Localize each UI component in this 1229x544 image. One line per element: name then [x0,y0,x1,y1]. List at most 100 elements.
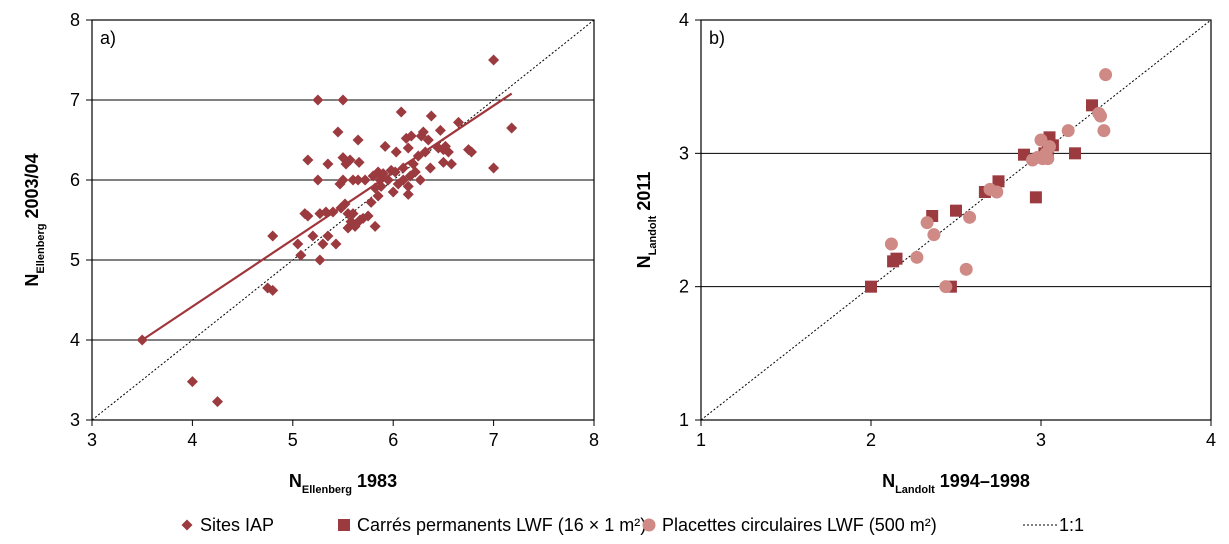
data-point [295,249,307,261]
y-axis-label: NLandolt 2011 [634,172,659,269]
data-point [387,186,399,198]
y-tick-label: 3 [70,410,80,430]
data-point [884,237,898,251]
data-point [186,376,198,388]
data-point [1069,147,1081,160]
data-point [327,206,339,218]
data-point [337,174,349,186]
y-tick-label: 2 [679,277,689,297]
data-point [382,174,394,186]
data-point [414,174,426,186]
data-point [337,94,349,106]
data-point [322,158,334,170]
data-point [389,166,401,178]
data-point [322,230,334,242]
identity-line [91,19,595,421]
data-point [302,210,314,222]
data-point [395,106,407,118]
legend-label: Placettes circulaires LWF (500 m²) [662,515,937,535]
plot-frame [91,19,595,421]
data-point [365,196,377,208]
y-tick-label: 6 [70,170,80,190]
data-point [417,126,429,138]
legend: Sites IAP Carrés permanents LWF (16 × 1 m… [181,515,1084,535]
data-point [419,146,431,158]
data-point [375,180,387,192]
x-tick-label: 6 [388,430,398,450]
y-tick-label: 4 [70,330,80,350]
data-point [317,238,329,250]
data-point [332,126,344,138]
y-tick-label: 4 [679,10,689,30]
data-point [352,134,364,146]
x-tick-label: 4 [187,430,197,450]
data-point [442,146,454,158]
data-point [292,238,304,250]
data-point [307,230,319,242]
y-tick-label: 8 [70,10,80,30]
legend-label: 1:1 [1059,515,1084,535]
x-tick-label: 2 [866,430,876,450]
y-axis-label: NEllenberg 2003/04 [22,153,47,286]
data-point [422,134,434,146]
data-point [379,140,391,152]
data-point [452,116,464,128]
x-tick-label: 3 [1036,430,1046,450]
data-point [1061,124,1075,138]
data-point [353,156,365,168]
x-tick-label: 5 [288,430,298,450]
data-point [397,162,409,174]
series-diamond [136,54,518,408]
data-point [402,188,414,200]
data-point [372,190,384,202]
data-point [963,210,977,224]
data-point [330,238,342,250]
panel-a-chart: 3 4 5 6 7 8 3 4 5 6 7 8 a) NEllenberg 1983 NEllenberg … [22,10,599,496]
data-point [397,174,409,186]
data-point [920,216,934,230]
regression-line [141,92,513,341]
data-point [347,208,359,220]
panel-label: b) [709,28,725,48]
y-tick-label: 3 [679,143,689,163]
data-point [320,206,332,218]
legend-marker-square [338,519,350,531]
data-point [959,262,973,276]
data-point [344,154,356,166]
data-point [1097,124,1111,138]
data-point [267,230,279,242]
data-point [1043,140,1056,154]
panel-label: a) [100,28,116,48]
x-tick-label: 7 [489,430,499,450]
x-axis-label: NLandolt 1994–1998 [882,471,1030,496]
data-point [377,168,389,180]
data-point [939,280,953,294]
y-tick-label: 7 [70,90,80,110]
data-point [466,146,478,158]
data-point [424,162,436,174]
legend-label: Carrés permanents LWF (16 × 1 m²) [357,515,646,535]
data-point [412,150,424,162]
x-tick-label: 8 [589,430,599,450]
data-point [434,124,446,136]
data-point [136,334,148,346]
data-point [390,146,402,158]
y-tick-label: 1 [679,410,689,430]
panel-b-chart: 1 2 3 4 1 2 3 4 b) NLandolt 1994–1998 NLandolt 201… [634,10,1216,496]
plot-frame [700,19,1212,421]
x-axis-label: NEllenberg 1983 [289,471,397,496]
data-point [312,94,324,106]
data-point [352,174,364,186]
legend-marker-diamond [181,519,193,531]
data-point [1094,109,1107,123]
data-point [314,254,326,266]
data-point [362,210,374,222]
data-point [488,54,500,66]
data-point [405,130,417,142]
legend-marker-circle [642,518,656,532]
data-point [212,396,223,408]
identity-line [700,19,1212,421]
data-point [302,154,314,166]
data-point [950,204,962,217]
